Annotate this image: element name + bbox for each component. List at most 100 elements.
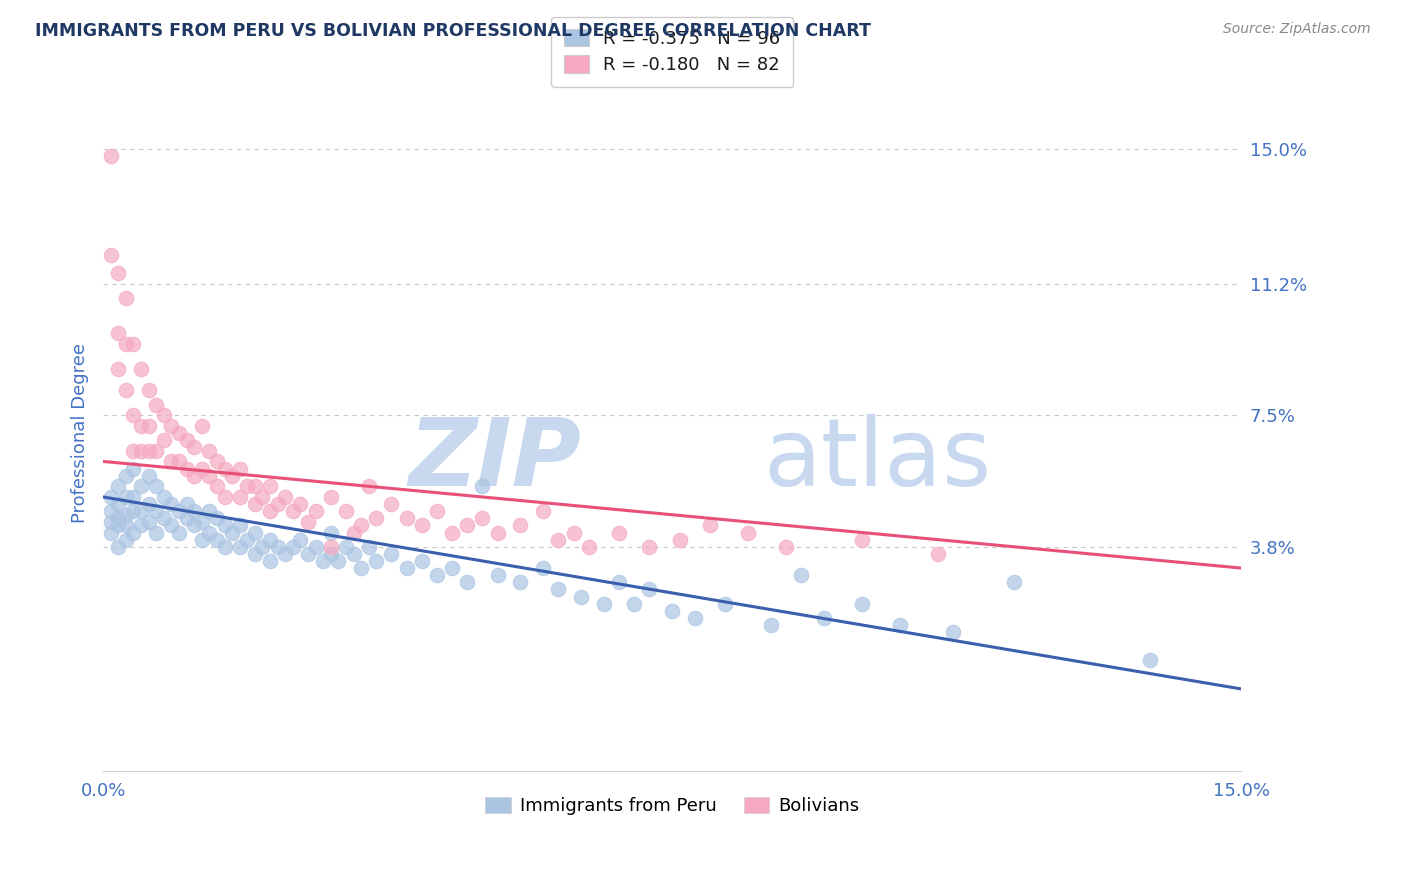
Point: [145, 398, 167, 412]
Point: [107, 518, 129, 533]
Point: [456, 575, 478, 590]
Text: IMMIGRANTS FROM PERU VS BOLIVIAN PROFESSIONAL DEGREE CORRELATION CHART: IMMIGRANTS FROM PERU VS BOLIVIAN PROFESS…: [35, 22, 872, 40]
Point: [661, 604, 683, 618]
Point: [214, 540, 236, 554]
Point: [190, 533, 212, 547]
Point: [259, 504, 281, 518]
Point: [145, 525, 167, 540]
Point: [122, 337, 145, 351]
Point: [129, 504, 152, 518]
Point: [167, 504, 190, 518]
Point: [366, 554, 388, 568]
Point: [426, 504, 449, 518]
Point: [214, 518, 236, 533]
Point: [138, 384, 160, 398]
Point: [486, 568, 509, 582]
Point: [190, 461, 212, 475]
Point: [138, 418, 160, 433]
Point: [122, 490, 145, 504]
Point: [115, 291, 138, 305]
Point: [274, 490, 297, 504]
Point: [115, 490, 138, 504]
Point: [531, 504, 554, 518]
Point: [138, 497, 160, 511]
Point: [221, 525, 243, 540]
Point: [167, 525, 190, 540]
Point: [190, 418, 212, 433]
Point: [942, 625, 965, 640]
Point: [228, 540, 250, 554]
Point: [138, 515, 160, 529]
Point: [129, 443, 152, 458]
Point: [138, 443, 160, 458]
Point: [129, 518, 152, 533]
Point: [290, 497, 312, 511]
Point: [350, 561, 373, 575]
Point: [357, 540, 380, 554]
Point: [509, 575, 531, 590]
Point: [259, 533, 281, 547]
Point: [335, 540, 357, 554]
Point: [145, 443, 167, 458]
Point: [297, 547, 319, 561]
Point: [252, 540, 274, 554]
Point: [183, 504, 205, 518]
Point: [342, 547, 364, 561]
Point: [380, 497, 402, 511]
Point: [100, 149, 122, 163]
Point: [100, 248, 122, 262]
Point: [236, 479, 259, 493]
Point: [281, 540, 304, 554]
Point: [319, 525, 342, 540]
Point: [683, 611, 706, 625]
Point: [243, 547, 266, 561]
Point: [243, 525, 266, 540]
Point: [319, 490, 342, 504]
Point: [297, 515, 319, 529]
Point: [145, 479, 167, 493]
Point: [737, 525, 759, 540]
Point: [198, 504, 221, 518]
Point: [569, 590, 592, 604]
Point: [486, 525, 509, 540]
Point: [790, 568, 813, 582]
Point: [281, 504, 304, 518]
Point: [107, 511, 129, 525]
Point: [167, 425, 190, 440]
Point: [889, 618, 911, 632]
Point: [441, 561, 464, 575]
Point: [1002, 575, 1025, 590]
Y-axis label: Professional Degree: Professional Degree: [72, 343, 89, 523]
Point: [228, 518, 250, 533]
Point: [107, 497, 129, 511]
Point: [107, 479, 129, 493]
Point: [342, 525, 364, 540]
Point: [335, 504, 357, 518]
Point: [607, 525, 630, 540]
Point: [228, 461, 250, 475]
Point: [927, 547, 949, 561]
Point: [183, 518, 205, 533]
Point: [198, 468, 221, 483]
Point: [252, 490, 274, 504]
Point: [471, 479, 494, 493]
Point: [775, 540, 797, 554]
Point: [531, 561, 554, 575]
Point: [350, 518, 373, 533]
Point: [115, 384, 138, 398]
Point: [638, 582, 661, 597]
Point: [509, 518, 531, 533]
Point: [100, 504, 122, 518]
Point: [160, 518, 183, 533]
Point: [214, 461, 236, 475]
Point: [160, 418, 183, 433]
Point: [411, 554, 433, 568]
Point: [547, 582, 569, 597]
Point: [380, 547, 402, 561]
Point: [668, 533, 690, 547]
Point: [122, 443, 145, 458]
Point: [274, 547, 297, 561]
Point: [205, 479, 228, 493]
Point: [699, 518, 721, 533]
Point: [205, 511, 228, 525]
